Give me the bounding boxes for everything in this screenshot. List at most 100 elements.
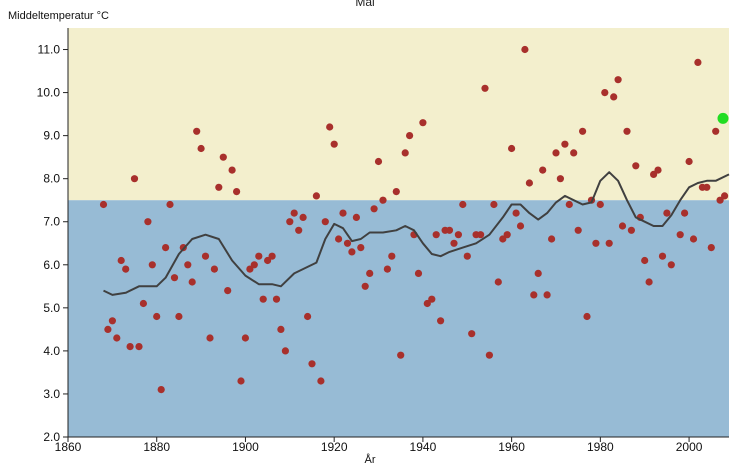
- data-point: [272, 295, 281, 303]
- data-point: [450, 239, 458, 247]
- data-point: [437, 317, 445, 325]
- data-point: [330, 140, 338, 148]
- data-point: [397, 351, 405, 359]
- data-point: [162, 244, 170, 252]
- data-point: [414, 269, 423, 277]
- data-point: [534, 269, 542, 277]
- data-point: [658, 252, 667, 260]
- data-point: [308, 360, 316, 368]
- data-point: [184, 261, 192, 269]
- data-point: [419, 119, 427, 127]
- data-point: [299, 213, 307, 221]
- data-point: [521, 45, 529, 54]
- data-point: [406, 132, 414, 140]
- data-point: [565, 200, 573, 209]
- data-point: [99, 200, 108, 209]
- data-point: [374, 157, 383, 166]
- data-point: [543, 291, 551, 299]
- data-point: [490, 200, 498, 209]
- data-point: [592, 239, 600, 247]
- y-tick-label: 10.0: [37, 86, 61, 100]
- data-point: [255, 252, 263, 260]
- data-point: [712, 127, 720, 135]
- data-point: [508, 144, 516, 153]
- data-point: [641, 256, 649, 265]
- data-point: [170, 274, 179, 282]
- data-point: [459, 200, 467, 209]
- data-point: [241, 334, 249, 342]
- data-points: [99, 45, 729, 394]
- data-point: [277, 325, 285, 333]
- data-point: [250, 261, 258, 269]
- data-point: [632, 162, 640, 170]
- y-tick-label: 7.0: [43, 215, 60, 229]
- data-point: [144, 218, 152, 226]
- data-point: [468, 330, 476, 338]
- data-point: [104, 325, 112, 333]
- data-point: [148, 261, 156, 269]
- data-point: [623, 127, 631, 135]
- data-point: [139, 299, 147, 308]
- data-point: [383, 265, 391, 273]
- data-point: [157, 386, 165, 394]
- data-point: [694, 58, 702, 66]
- chart-title: Mai: [355, 0, 375, 9]
- data-point: [224, 287, 232, 295]
- y-tick-label: 9.0: [43, 129, 60, 143]
- x-tick-label: 2000: [676, 440, 703, 454]
- y-tick-label: 2.0: [43, 430, 60, 444]
- data-point: [259, 295, 267, 303]
- data-point: [721, 192, 729, 200]
- data-point: [268, 252, 276, 260]
- data-point: [703, 183, 711, 191]
- data-point: [126, 343, 134, 351]
- data-point: [352, 213, 360, 221]
- smoothed-trend-line: [103, 171, 730, 296]
- data-point: [339, 209, 347, 217]
- x-tick-label: 1900: [232, 440, 259, 454]
- data-point: [516, 222, 525, 230]
- data-point: [548, 235, 556, 243]
- data-point: [477, 231, 485, 239]
- data-point: [539, 166, 547, 174]
- x-tick-label: 1940: [410, 440, 437, 454]
- data-point: [117, 256, 125, 265]
- data-point: [321, 218, 329, 226]
- data-point: [304, 312, 312, 321]
- data-point: [614, 76, 622, 84]
- data-point: [219, 153, 227, 161]
- data-point: [454, 231, 462, 239]
- data-point: [108, 317, 116, 325]
- data-point: [618, 222, 627, 230]
- data-point: [326, 123, 334, 131]
- data-point: [499, 235, 507, 243]
- x-tick-label: 1980: [587, 440, 614, 454]
- data-point: [401, 149, 409, 157]
- data-point: [525, 179, 534, 187]
- data-point: [290, 209, 298, 217]
- data-point: [627, 226, 636, 234]
- axes: 2.0 3.0 4.0 5.0 6.0 7.0 8.0 9.0 10.0 11.0 1860 1880…: [37, 28, 729, 454]
- data-point: [317, 377, 325, 385]
- data-point: [228, 166, 236, 174]
- x-axis-label: År: [364, 454, 376, 466]
- highlight-point: [717, 112, 729, 124]
- x-tick-label: 1860: [55, 440, 82, 454]
- data-point: [388, 252, 396, 260]
- data-point: [579, 127, 587, 135]
- data-point: [237, 377, 245, 385]
- data-point: [485, 351, 493, 359]
- data-point: [667, 261, 675, 269]
- data-point: [663, 209, 671, 217]
- y-tick-label: 8.0: [43, 172, 60, 186]
- data-point: [366, 269, 374, 277]
- data-point: [503, 231, 511, 239]
- data-point: [343, 239, 352, 247]
- data-point: [246, 265, 254, 273]
- data-point: [596, 200, 604, 209]
- data-point: [716, 196, 724, 204]
- data-point: [645, 278, 653, 286]
- data-point: [166, 200, 174, 209]
- data-point: [361, 282, 369, 290]
